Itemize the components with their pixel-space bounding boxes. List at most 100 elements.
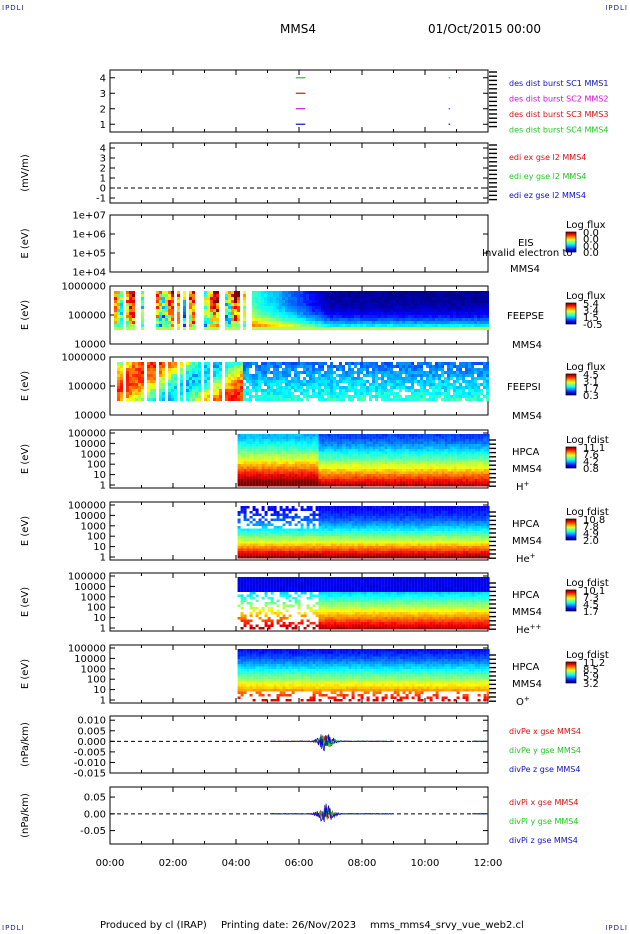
heatmap-cell <box>429 368 432 371</box>
heatmap-cell <box>429 474 433 477</box>
heatmap-cell <box>135 380 138 383</box>
heatmap-cell <box>231 395 234 398</box>
heatmap-cell <box>483 469 487 472</box>
heatmap-cell <box>327 312 330 315</box>
heatmap-cell <box>240 466 244 469</box>
heatmap-cell <box>420 476 424 479</box>
y-tick-label: 100000 <box>68 501 106 512</box>
heatmap-cell <box>255 523 259 526</box>
heatmap-cell <box>396 449 400 452</box>
heatmap-cell <box>237 456 241 459</box>
heatmap-cell <box>402 371 405 374</box>
heatmap-cell <box>423 444 427 447</box>
heatmap-cell <box>327 294 330 297</box>
heatmap-cell <box>294 297 297 300</box>
heatmap-cell <box>273 464 277 467</box>
heatmap-cell <box>231 371 234 374</box>
heatmap-cell <box>255 371 258 374</box>
heatmap-cell <box>402 362 405 365</box>
heatmap-cell <box>252 309 255 312</box>
heatmap-cell <box>420 368 423 371</box>
heatmap-cell <box>240 456 244 459</box>
heatmap-cell <box>306 461 310 464</box>
heatmap-cell <box>366 294 369 297</box>
heatmap-cell <box>171 300 174 303</box>
heatmap-cell <box>120 398 123 401</box>
heatmap-cell <box>258 327 261 330</box>
heatmap-cell <box>474 315 477 318</box>
heatmap-cell <box>411 454 415 457</box>
heatmap-cell <box>240 551 244 554</box>
heatmap-cell <box>132 318 135 321</box>
heatmap-cell <box>369 434 373 437</box>
heatmap-cell <box>159 291 162 294</box>
heatmap-cell <box>453 395 456 398</box>
heatmap-cell <box>306 318 309 321</box>
heatmap-cell <box>360 469 364 472</box>
heatmap-cell <box>453 374 456 377</box>
heatmap-cell <box>384 444 388 447</box>
heatmap-cell <box>171 389 174 392</box>
heatmap-cell <box>453 436 457 439</box>
heatmap-cell <box>255 466 259 469</box>
heatmap-cell <box>285 441 289 444</box>
heatmap-cell <box>321 449 325 452</box>
heatmap-cell <box>396 312 399 315</box>
heatmap-cell <box>372 446 376 449</box>
heatmap-cell <box>351 456 355 459</box>
heatmap-cell <box>360 476 364 479</box>
heatmap-cell <box>327 474 331 477</box>
heatmap-cell <box>339 398 342 401</box>
heatmap-cell <box>285 315 288 318</box>
heatmap-cell <box>330 300 333 303</box>
heatmap-cell <box>354 380 357 383</box>
heatmap-cell <box>237 436 241 439</box>
heatmap-cell <box>210 300 213 303</box>
heatmap-cell <box>486 321 489 324</box>
heatmap-cell <box>333 436 337 439</box>
heatmap-cell <box>345 377 348 380</box>
heatmap-cell <box>471 466 475 469</box>
y-tick-label: 10000 <box>74 411 106 422</box>
heatmap-cell <box>465 446 469 449</box>
heatmap-cell <box>291 300 294 303</box>
colorbar <box>565 446 577 469</box>
heatmap-cell <box>237 541 241 544</box>
heatmap-cell <box>129 312 132 315</box>
heatmap-cell <box>417 303 420 306</box>
heatmap-cell <box>384 303 387 306</box>
heatmap-cell <box>426 454 430 457</box>
heatmap-cell <box>381 386 384 389</box>
heatmap-cell <box>210 312 213 315</box>
heatmap-cell <box>381 474 385 477</box>
heatmap-cell <box>435 449 439 452</box>
heatmap-cell <box>339 327 342 330</box>
heatmap-cell <box>372 466 376 469</box>
heatmap-cell <box>396 371 399 374</box>
heatmap-cell <box>147 389 150 392</box>
heatmap-cell <box>369 469 373 472</box>
heatmap-cell <box>150 395 153 398</box>
heatmap-cell <box>345 327 348 330</box>
heatmap-cell <box>276 371 279 374</box>
heatmap-cell <box>381 300 384 303</box>
heatmap-cell <box>420 389 423 392</box>
heatmap-cell <box>330 303 333 306</box>
heatmap-cell <box>360 386 363 389</box>
heatmap-cell <box>342 446 346 449</box>
heatmap-cell <box>351 291 354 294</box>
heatmap-cell <box>426 324 429 327</box>
heatmap-cell <box>276 454 280 457</box>
heatmap-cell <box>393 371 396 374</box>
heatmap-cell <box>399 449 403 452</box>
heatmap-cell <box>417 471 421 474</box>
heatmap-cell <box>216 368 219 371</box>
heatmap-cell <box>126 312 129 315</box>
heatmap-cell <box>297 389 300 392</box>
heatmap-cell <box>294 312 297 315</box>
heatmap-cell <box>141 398 144 401</box>
heatmap-cell <box>432 365 435 368</box>
heatmap-cell <box>288 300 291 303</box>
heatmap-cell <box>462 469 466 472</box>
heatmap-cell <box>429 461 433 464</box>
